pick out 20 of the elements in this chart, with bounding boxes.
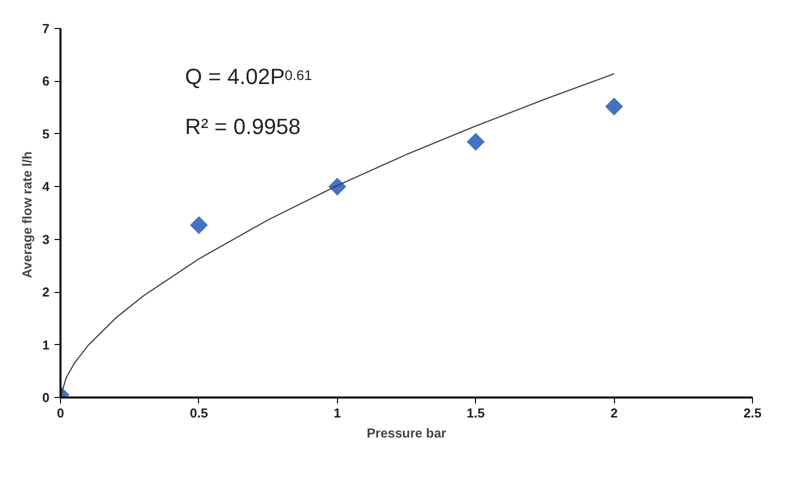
x-tick-label: 0 [56,406,64,420]
x-tick-label: 0.5 [190,406,208,420]
x-tick-label: 1 [334,406,341,420]
point [466,132,486,152]
y-tick-label: 1 [42,337,50,352]
x-tick-label: 2 [610,406,618,420]
y-tick-label: 3 [42,232,50,247]
y-axis-title: Average flow rate l/h [19,151,34,278]
y-tick-label: 4 [42,179,50,194]
x-axis-title: Pressure bar [366,426,446,440]
annotation: R² = 0.9958 [185,114,301,140]
y-tick-label: 2 [42,284,50,300]
y-tick-label: 5 [42,126,50,142]
point [189,216,208,235]
x-tick-label: 1.5 [466,406,485,420]
point [604,97,624,116]
y-tick-label: 6 [42,74,50,89]
y-tick-label: 7 [42,21,50,36]
y-tick-label: 0 [42,390,50,405]
x-tick-label: 2.5 [743,406,762,420]
